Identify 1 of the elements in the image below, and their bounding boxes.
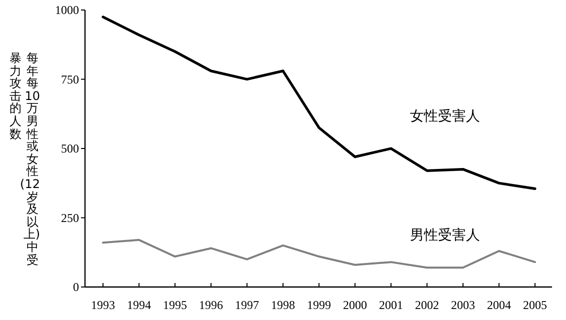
ylabel: 每年每10万男性或女性(12岁及以上)中受暴力攻击的人数 [8,52,40,268]
